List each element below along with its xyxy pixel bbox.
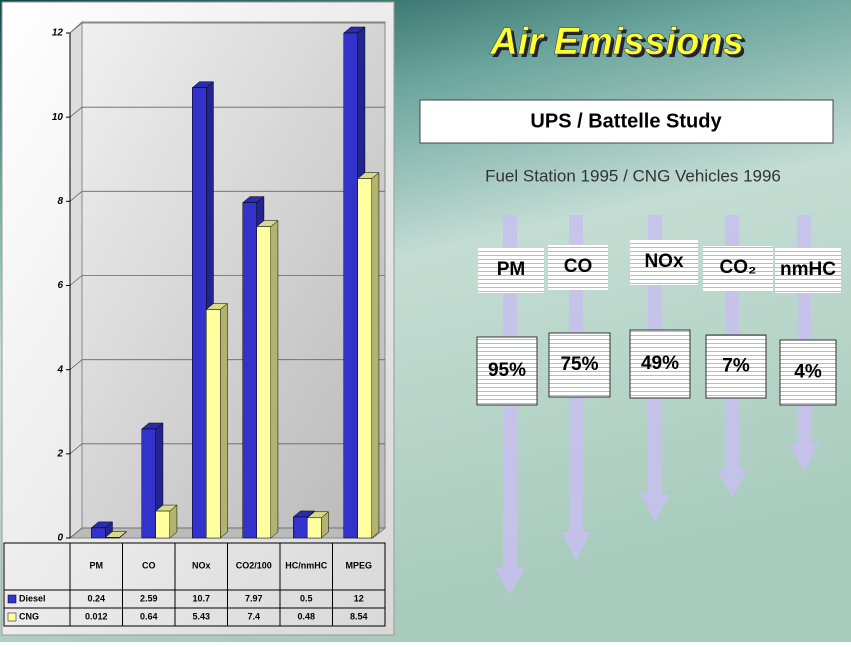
bar-front	[242, 202, 257, 539]
table-value: 7.97	[245, 593, 263, 603]
pollutant: nmHC	[780, 259, 836, 280]
bar	[306, 511, 330, 539]
pollutant-box	[630, 240, 698, 285]
study-box	[419, 99, 834, 144]
bar-front	[307, 517, 322, 539]
y-tick-label: 4	[56, 364, 63, 375]
back-wall	[81, 21, 386, 529]
slide-boxes: PM 95% CO 75% NOx 49% CO₂ 7% nmHC 4%	[476, 240, 841, 406]
bar-front	[105, 537, 120, 539]
bar-front	[357, 178, 372, 539]
grid-line	[69, 443, 385, 455]
title-shadow: Air Emissions	[492, 24, 746, 66]
x-tick-label: MPEG	[345, 560, 372, 570]
pollutant: PM	[497, 259, 526, 280]
table-value: 12	[354, 593, 364, 603]
x-tick-label: PM	[90, 560, 104, 570]
chart: 0 2 4 6 8 10 12 PM CO NOx CO2/100 HC/nmHC MPEG Diesel…	[3, 22, 386, 627]
grid-line	[69, 275, 385, 286]
table-value: 8.54	[350, 611, 368, 621]
table-value: 10.7	[192, 593, 210, 603]
pollutant-box	[775, 248, 841, 293]
pollutant: NOx	[644, 251, 684, 272]
bar-front	[141, 428, 156, 539]
subtitle: Fuel Station 1995 / CNG Vehicles 1996	[485, 166, 781, 185]
table-value: 5.43	[192, 611, 210, 621]
reduction: 4%	[794, 362, 822, 383]
x-tick-label: NOx	[192, 560, 211, 570]
y-tick-label: 6	[57, 280, 63, 291]
legend-swatch	[7, 612, 17, 622]
grid-line	[69, 190, 385, 202]
title: Air Emissions	[489, 21, 743, 63]
bar-front	[343, 32, 358, 539]
table-value: 0.5	[300, 593, 313, 603]
bar-side	[270, 220, 279, 539]
legend-label: CNG	[19, 611, 39, 621]
legend-swatch	[7, 594, 17, 604]
grid-line	[69, 22, 385, 34]
y-tick-label: 12	[52, 28, 64, 39]
pollutant-box	[548, 245, 608, 290]
reduction-box	[476, 336, 538, 406]
bar-front	[256, 226, 271, 539]
bar-front	[155, 510, 170, 539]
grid-line	[69, 106, 385, 118]
legend-label: Diesel	[19, 593, 46, 603]
bar	[205, 302, 229, 539]
y-tick-label: 0	[57, 533, 63, 544]
bar-front	[91, 527, 106, 539]
reduction: 95%	[488, 360, 526, 381]
pollutant: CO₂	[720, 257, 757, 278]
pollutant-box	[478, 248, 544, 293]
bar-front	[206, 309, 221, 539]
bar-side	[220, 302, 228, 539]
reduction: 7%	[722, 356, 750, 377]
table-value: 7.4	[247, 611, 260, 621]
grid-line	[69, 527, 385, 539]
table-value: 0.24	[87, 593, 105, 603]
reduction-box	[779, 339, 837, 406]
bar-front	[293, 516, 308, 539]
bar-side	[371, 172, 380, 539]
grid-line	[69, 359, 385, 370]
reduction-box	[705, 334, 767, 399]
x-tick-label: CO	[142, 560, 156, 570]
bar	[90, 521, 114, 539]
bar-front	[192, 87, 207, 539]
y-tick-label: 2	[56, 448, 63, 459]
bar	[256, 220, 279, 539]
table-value: 0.64	[140, 611, 158, 621]
x-tick-label: HC/nmHC	[285, 560, 327, 570]
y-tick-label: 8	[57, 196, 63, 207]
y-tick-label: 10	[52, 112, 64, 123]
table-value: 0.012	[85, 611, 108, 621]
bar	[155, 504, 178, 539]
reduction-box	[548, 332, 611, 398]
bar	[357, 172, 380, 539]
bar	[104, 530, 128, 539]
reduction: 49%	[641, 353, 679, 374]
pollutant-box	[703, 246, 773, 291]
reduction-box	[629, 329, 691, 399]
table-value: 0.48	[297, 611, 315, 621]
reduction: 75%	[560, 354, 598, 375]
x-tick-label: CO2/100	[236, 560, 272, 570]
study: UPS / Battelle Study	[530, 110, 722, 132]
table-value: 2.59	[140, 593, 158, 603]
pollutant: CO	[564, 256, 593, 277]
